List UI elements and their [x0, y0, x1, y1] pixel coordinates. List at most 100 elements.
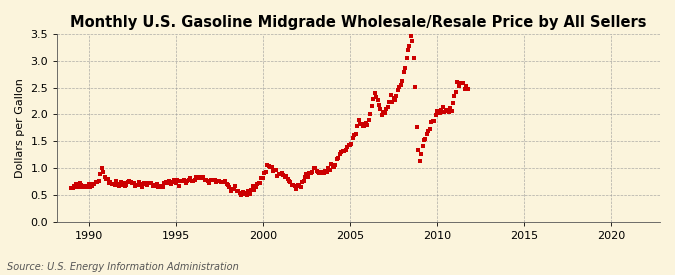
Point	[79, 184, 90, 188]
Point	[402, 48, 413, 52]
Point	[170, 180, 181, 185]
Point	[192, 174, 203, 179]
Point	[107, 182, 117, 186]
Point	[460, 84, 471, 88]
Point	[313, 170, 323, 174]
Point	[240, 191, 251, 196]
Title: Monthly U.S. Gasoline Midgrade Wholesale/Resale Price by All Sellers: Monthly U.S. Gasoline Midgrade Wholesale…	[70, 15, 647, 30]
Point	[391, 94, 402, 99]
Point	[217, 180, 227, 184]
Point	[199, 178, 210, 183]
Point	[292, 183, 303, 188]
Point	[321, 170, 332, 174]
Point	[394, 85, 405, 90]
Point	[344, 143, 355, 147]
Point	[324, 168, 335, 172]
Point	[431, 109, 442, 113]
Point	[232, 189, 242, 194]
Point	[285, 180, 296, 185]
Point	[101, 176, 111, 181]
Point	[109, 183, 120, 187]
Point	[427, 119, 438, 123]
Point	[224, 185, 235, 189]
Point	[111, 179, 122, 183]
Point	[131, 183, 142, 187]
Point	[400, 65, 410, 70]
Point	[372, 98, 383, 103]
Point	[141, 183, 152, 187]
Point	[227, 186, 238, 191]
Point	[207, 178, 217, 182]
Point	[73, 184, 84, 189]
Point	[237, 190, 248, 194]
Point	[173, 184, 184, 189]
Point	[78, 185, 88, 189]
Point	[401, 56, 412, 60]
Point	[204, 180, 215, 185]
Point	[122, 180, 133, 185]
Point	[82, 184, 92, 188]
Point	[198, 175, 209, 179]
Point	[359, 124, 370, 128]
Point	[70, 182, 81, 187]
Point	[97, 166, 107, 170]
Point	[329, 165, 340, 169]
Point	[437, 105, 448, 109]
Point	[271, 168, 281, 172]
Point	[397, 78, 408, 83]
Point	[249, 187, 260, 192]
Point	[159, 181, 169, 185]
Point	[117, 183, 128, 188]
Point	[119, 184, 130, 188]
Point	[426, 120, 437, 125]
Point	[114, 184, 125, 188]
Point	[218, 180, 229, 184]
Point	[267, 169, 278, 174]
Point	[307, 170, 318, 174]
Point	[157, 185, 168, 189]
Point	[300, 175, 310, 179]
Point	[381, 107, 392, 112]
Point	[385, 92, 396, 97]
Point	[90, 180, 101, 184]
Point	[201, 178, 212, 183]
Point	[118, 181, 129, 185]
Point	[414, 159, 425, 164]
Point	[266, 164, 277, 169]
Point	[353, 117, 364, 122]
Point	[151, 182, 162, 186]
Point	[392, 88, 403, 92]
Point	[220, 178, 231, 183]
Point	[66, 185, 77, 190]
Point	[253, 181, 264, 186]
Point	[244, 192, 255, 197]
Point	[317, 170, 328, 175]
Point	[262, 163, 273, 167]
Point	[367, 104, 377, 108]
Point	[396, 83, 406, 87]
Point	[448, 100, 458, 105]
Point	[254, 181, 265, 185]
Point	[180, 181, 191, 185]
Point	[261, 170, 271, 175]
Point	[319, 171, 329, 175]
Point	[302, 174, 313, 179]
Point	[368, 96, 379, 101]
Point	[336, 150, 347, 155]
Point	[314, 171, 325, 175]
Point	[363, 118, 374, 122]
Point	[407, 39, 418, 44]
Point	[80, 185, 91, 189]
Point	[160, 179, 171, 184]
Point	[340, 148, 351, 153]
Point	[349, 133, 360, 138]
Point	[320, 169, 331, 174]
Point	[295, 185, 306, 189]
Point	[294, 184, 304, 188]
Point	[228, 187, 239, 191]
Point	[334, 152, 345, 156]
Point	[452, 80, 463, 85]
Point	[326, 162, 337, 167]
Point	[339, 148, 350, 153]
Point	[246, 188, 256, 192]
